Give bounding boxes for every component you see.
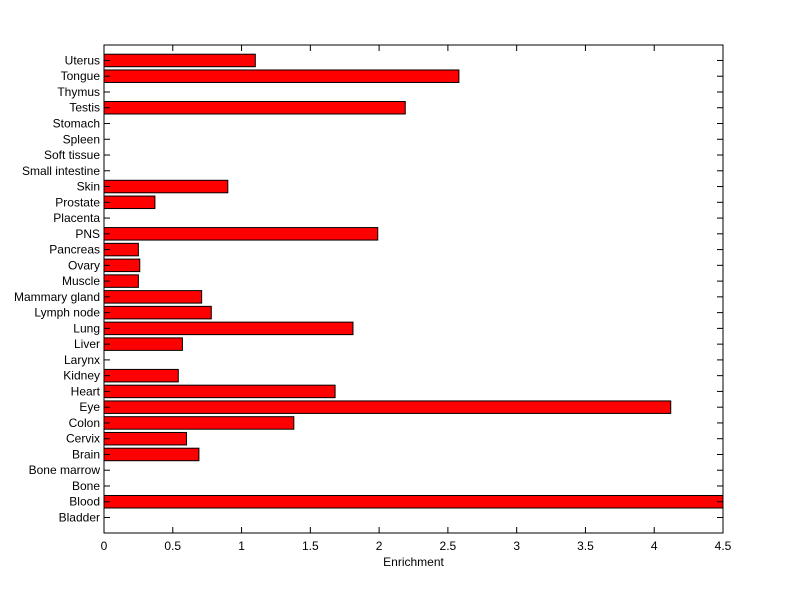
bar-pns bbox=[103, 227, 379, 241]
y-tick-label-brain: Brain bbox=[72, 447, 100, 461]
x-tick-label: 1.5 bbox=[302, 539, 319, 553]
plot-area-frame bbox=[103, 44, 724, 534]
x-axis-title: Enrichment bbox=[383, 555, 444, 569]
y-tick-label-larynx: Larynx bbox=[64, 353, 100, 367]
y-tick-label-ovary: Ovary bbox=[68, 258, 100, 272]
bar-brain bbox=[103, 447, 200, 462]
bar-cervix bbox=[103, 431, 188, 446]
y-tick-label-soft-tissue: Soft tissue bbox=[44, 148, 100, 162]
y-tick-label-pns: PNS bbox=[75, 227, 100, 241]
y-tick-label-liver: Liver bbox=[74, 337, 100, 351]
y-tick-label-thymus: Thymus bbox=[57, 85, 100, 99]
y-tick-label-lung: Lung bbox=[73, 321, 100, 335]
bar-lung bbox=[103, 321, 354, 336]
y-tick-label-blood: Blood bbox=[69, 495, 100, 509]
bar-kidney bbox=[103, 368, 179, 383]
x-tick-label: 2 bbox=[376, 539, 383, 553]
x-tick-labels: 0 0.5 1 1.5 2 2.5 3 3.5 4 4.5 bbox=[101, 539, 732, 553]
bars-group bbox=[103, 53, 724, 509]
bar-tongue bbox=[103, 69, 460, 83]
y-tick-label-uterus: Uterus bbox=[65, 53, 100, 67]
x-tick-label: 3 bbox=[513, 539, 520, 553]
y-tick-label-lymph-node: Lymph node bbox=[34, 306, 100, 320]
x-tick-label: 4 bbox=[651, 539, 658, 553]
y-tick-label-cervix: Cervix bbox=[66, 432, 100, 446]
y-tick-label-colon: Colon bbox=[69, 416, 100, 430]
bar-testis bbox=[103, 100, 406, 115]
x-tick-label: 1 bbox=[238, 539, 245, 553]
y-tick-label-bone-marrow: Bone marrow bbox=[29, 463, 101, 477]
bar-skin bbox=[103, 179, 229, 194]
x-tick-label: 2.5 bbox=[440, 539, 457, 553]
y-tick-label-skin: Skin bbox=[77, 180, 100, 194]
bar-uterus bbox=[103, 53, 256, 68]
x-tick-label: 0.5 bbox=[164, 539, 181, 553]
bar-mammary-gland bbox=[103, 290, 203, 304]
y-tick-label-small-intestine: Small intestine bbox=[22, 164, 100, 178]
bar-lymph-node bbox=[103, 305, 212, 320]
bar-liver bbox=[103, 337, 183, 351]
x-tick-label: 4.5 bbox=[715, 539, 732, 553]
bar-prostate bbox=[103, 195, 156, 210]
y-tick-label-stomach: Stomach bbox=[53, 117, 100, 131]
y-tick-label-prostate: Prostate bbox=[55, 195, 100, 209]
bar-blood bbox=[103, 494, 724, 509]
y-tick-label-spleen: Spleen bbox=[63, 132, 100, 146]
y-tick-label-bladder: Bladder bbox=[59, 511, 100, 525]
y-tick-label-bone: Bone bbox=[72, 479, 100, 493]
y-tick-label-muscle: Muscle bbox=[62, 274, 100, 288]
y-tick-label-mammary-gland: Mammary gland bbox=[14, 290, 100, 304]
y-tick-label-tongue: Tongue bbox=[61, 69, 101, 83]
bar-heart bbox=[103, 384, 336, 399]
x-tick-label: 3.5 bbox=[577, 539, 594, 553]
y-tick-label-pancreas: Pancreas bbox=[49, 243, 100, 257]
y-tick-label-heart: Heart bbox=[71, 384, 101, 398]
y-tick-label-testis: Testis bbox=[69, 101, 100, 115]
bar-eye bbox=[103, 400, 672, 414]
bar-colon bbox=[103, 416, 295, 430]
ticks-group bbox=[103, 45, 724, 533]
y-tick-label-kidney: Kidney bbox=[63, 369, 100, 383]
x-tick-label: 0 bbox=[101, 539, 108, 553]
y-tick-label-eye: Eye bbox=[79, 400, 100, 414]
y-tick-label-placenta: Placenta bbox=[53, 211, 100, 225]
